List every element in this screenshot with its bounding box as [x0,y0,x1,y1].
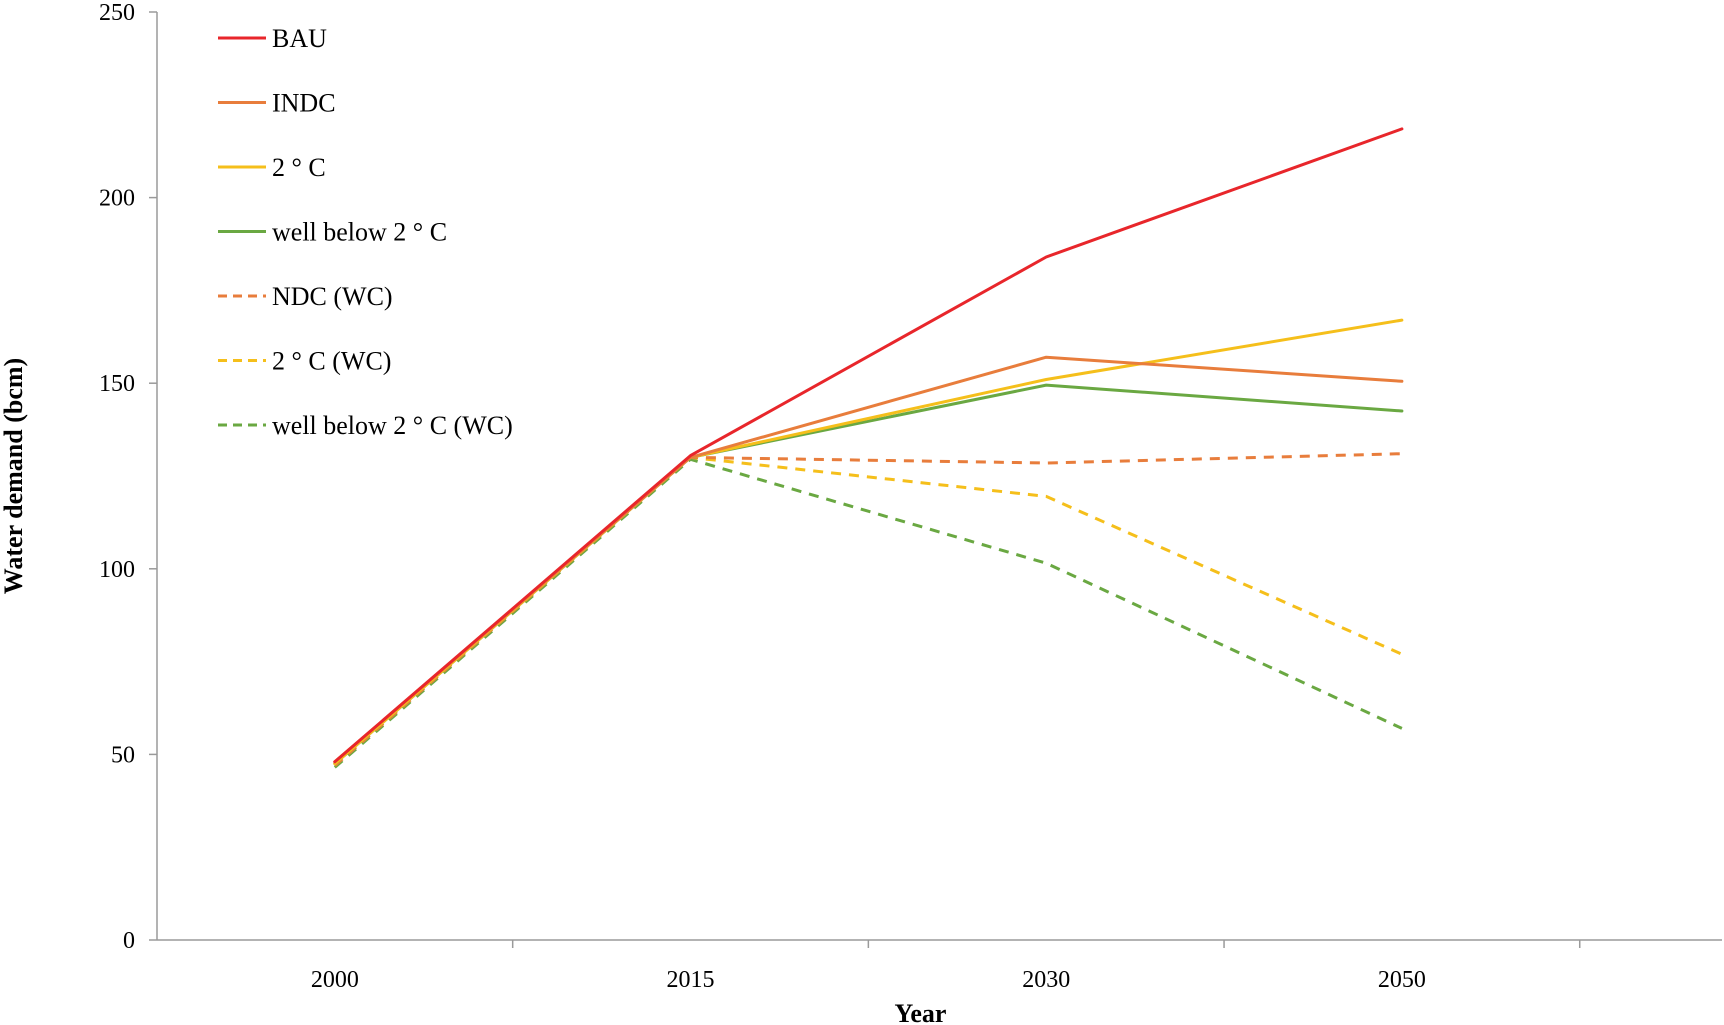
y-tick-label: 0 [123,928,135,954]
x-tick-label: 2000 [311,967,359,993]
legend: BAU INDC 2 ° C well below 2 ° C NDC (WC) 2 ° … [218,24,513,440]
axes: 0 50 100 150 200 250 2000 2015 2030 2050 [99,0,1722,993]
legend-label: INDC [272,89,336,118]
y-tick-label: 50 [111,742,135,768]
legend-item: well below 2 ° C [218,218,447,247]
series-line-6 [333,457,1403,769]
legend-item: INDC [218,89,336,118]
series-line-5 [333,455,1403,767]
series-line-4 [333,452,1402,767]
legend-label: 2 ° C (WC) [272,347,391,376]
y-axis-title: Water demand (bcm) [0,358,28,594]
legend-item: BAU [218,24,327,53]
x-axis-title: Year [895,999,947,1025]
legend-label: 2 ° C [272,153,326,182]
y-tick-label: 100 [99,557,135,583]
legend-label: well below 2 ° C (WC) [272,411,513,440]
x-tick-label: 2050 [1378,967,1426,993]
legend-item: well below 2 ° C (WC) [218,411,513,440]
x-axis-ticks: 2000 2015 2030 2050 [311,940,1581,993]
legend-label: well below 2 ° C [272,218,447,247]
series-lines [333,127,1404,769]
x-tick-label: 2030 [1022,967,1070,993]
x-tick-label: 2015 [667,967,715,993]
series-line-3 [333,383,1404,766]
legend-item: NDC (WC) [218,282,393,311]
legend-label: NDC (WC) [272,282,393,311]
y-axis-ticks: 0 50 100 150 200 250 [99,0,157,954]
y-tick-label: 200 [99,186,135,212]
series-line-0 [333,127,1404,764]
series-line-2 [333,318,1404,766]
legend-item: 2 ° C [218,153,326,182]
legend-item: 2 ° C (WC) [218,347,391,376]
y-tick-label: 150 [99,371,135,397]
y-tick-label: 250 [99,0,135,26]
legend-label: BAU [272,24,327,53]
